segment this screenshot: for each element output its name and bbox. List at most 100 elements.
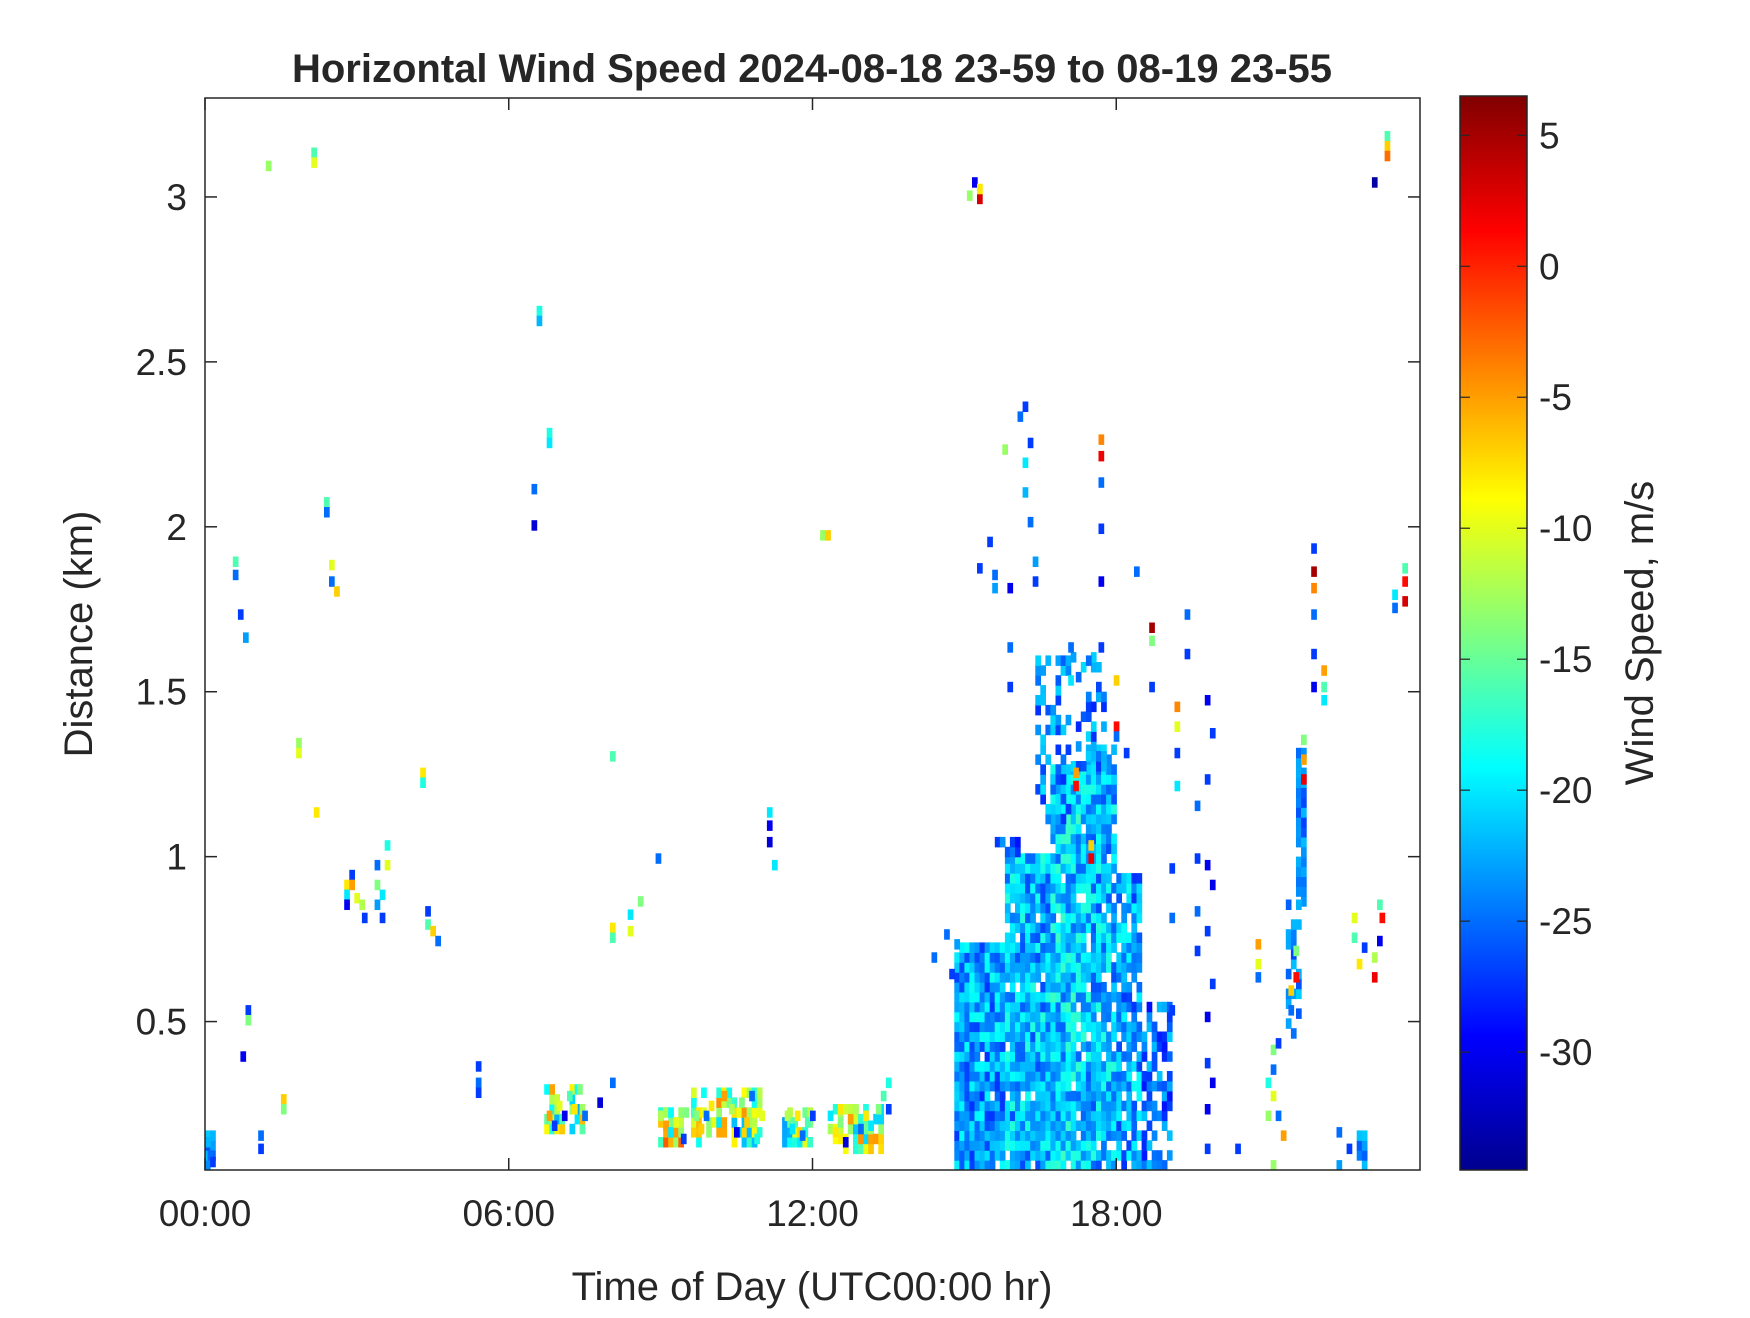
- heatmap-cell: [1020, 863, 1026, 874]
- heatmap-cell: [1020, 991, 1026, 1003]
- heatmap-cell: [1065, 1110, 1072, 1122]
- heatmap-cell: [1030, 1031, 1036, 1042]
- heatmap-cell: [374, 899, 381, 910]
- heatmap-cell: [1050, 1071, 1057, 1082]
- heatmap-cell: [637, 896, 644, 907]
- heatmap-cell: [954, 1120, 960, 1131]
- heatmap-cell: [999, 1080, 1006, 1092]
- heatmap-cell: [1111, 794, 1117, 805]
- heatmap-cell: [964, 1071, 971, 1082]
- heatmap-cell: [1126, 991, 1133, 1003]
- heatmap-cell: [1060, 902, 1067, 914]
- heatmap-cell: [1035, 972, 1041, 983]
- heatmap-cell: [954, 1021, 960, 1033]
- heatmap-cell: [1070, 803, 1077, 815]
- colorbar-tick-label: -20: [1539, 770, 1592, 811]
- heatmap-cell: [1055, 1100, 1062, 1112]
- heatmap-cell: [1030, 1071, 1036, 1082]
- heatmap-cell: [577, 1084, 583, 1095]
- heatmap-cell: [954, 1140, 960, 1151]
- heatmap-cell: [994, 1041, 1001, 1052]
- heatmap-cell: [1040, 853, 1046, 864]
- heatmap-cell: [1045, 655, 1052, 666]
- heatmap-cell: [1035, 873, 1041, 884]
- heatmap-cell: [1255, 939, 1262, 950]
- heatmap-cell: [1050, 784, 1057, 795]
- heatmap-cell: [549, 1104, 555, 1115]
- heatmap-cell: [1184, 648, 1191, 660]
- heatmap-cell: [1055, 695, 1062, 706]
- heatmap-cell: [1131, 912, 1138, 924]
- heatmap-cell: [989, 1100, 996, 1112]
- heatmap-cell: [1045, 972, 1052, 983]
- heatmap-cell: [1004, 853, 1011, 864]
- heatmap-cell: [1040, 1071, 1046, 1082]
- heatmap-cell: [334, 586, 340, 597]
- heatmap-cell: [1065, 1071, 1072, 1082]
- heatmap-cell: [245, 1015, 252, 1026]
- heatmap-cell: [969, 1080, 976, 1092]
- heatmap-cell: [1285, 998, 1292, 1009]
- heatmap-cell: [536, 305, 543, 317]
- heatmap-cell: [1131, 873, 1138, 884]
- heatmap-cell: [999, 972, 1006, 983]
- heatmap-cell: [1020, 912, 1026, 924]
- heatmap-cell: [1080, 863, 1087, 874]
- heatmap-cell: [1096, 982, 1102, 993]
- heatmap-cell: [984, 1041, 991, 1052]
- heatmap-cell: [1166, 1090, 1173, 1102]
- heatmap-cell: [1296, 787, 1302, 798]
- heatmap-cell: [1204, 859, 1211, 871]
- heatmap-cell: [1113, 675, 1120, 686]
- heatmap-cell: [1090, 823, 1097, 835]
- heatmap-cell: [1096, 691, 1102, 703]
- heatmap-cell: [1009, 1130, 1016, 1141]
- heatmap-cell: [1121, 1100, 1127, 1112]
- heatmap-cell: [984, 1090, 991, 1102]
- heatmap-cell: [1111, 764, 1117, 775]
- heatmap-cell: [969, 1100, 976, 1112]
- heatmap-cell: [1060, 794, 1067, 805]
- heatmap-cell: [1121, 1051, 1127, 1062]
- heatmap-cell: [863, 1123, 869, 1135]
- heatmap-cell: [1002, 444, 1008, 455]
- heatmap-cell: [610, 932, 616, 943]
- heatmap-cell: [1146, 1071, 1153, 1082]
- heatmap-cell: [1121, 1011, 1127, 1023]
- heatmap-cell: [1060, 1150, 1067, 1161]
- heatmap-cell: [1068, 675, 1074, 686]
- heatmap-cell: [1020, 1080, 1026, 1092]
- heatmap-cell: [1060, 1080, 1067, 1092]
- heatmap-cell: [1151, 1130, 1158, 1141]
- heatmap-cell: [1113, 731, 1120, 742]
- heatmap-cell: [1090, 952, 1097, 963]
- heatmap-cell: [1055, 883, 1062, 894]
- heatmap-cell: [1377, 935, 1383, 947]
- heatmap-cell: [1020, 1110, 1026, 1122]
- heatmap-cell: [964, 1150, 971, 1161]
- heatmap-cell: [1111, 991, 1117, 1003]
- heatmap-cell: [878, 1123, 884, 1135]
- heatmap-cell: [1025, 962, 1031, 973]
- heatmap-cell: [1121, 991, 1127, 1003]
- heatmap-cell: [1070, 922, 1077, 934]
- heatmap-cell: [749, 1090, 755, 1102]
- heatmap-cell: [974, 982, 981, 993]
- heatmap-cell: [1111, 863, 1117, 874]
- heatmap-cell: [1050, 932, 1057, 943]
- heatmap-cell: [1090, 721, 1097, 732]
- heatmap-cell: [1075, 863, 1082, 874]
- heatmap-cell: [1020, 902, 1026, 914]
- heatmap-cell: [1126, 1021, 1133, 1033]
- heatmap-cell: [1301, 734, 1307, 746]
- heatmap-cell: [1126, 932, 1133, 943]
- heatmap-cell: [1116, 1011, 1122, 1023]
- heatmap-cell: [969, 1090, 976, 1102]
- heatmap-cell: [1065, 1100, 1072, 1112]
- heatmap-cell: [551, 1120, 558, 1131]
- heatmap-cell: [1075, 1051, 1082, 1062]
- heatmap-cell: [1055, 1071, 1062, 1082]
- heatmap-cell: [979, 1100, 986, 1112]
- heatmap-cell: [1070, 873, 1077, 884]
- heatmap-cell: [739, 1097, 745, 1108]
